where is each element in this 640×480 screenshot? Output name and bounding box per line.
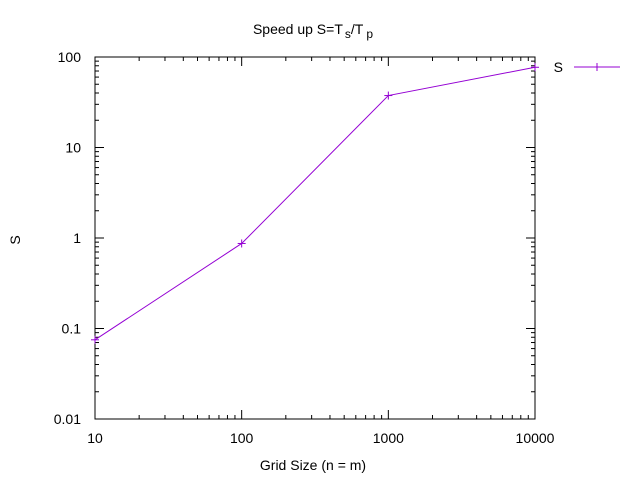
legend-label-s: S bbox=[554, 59, 563, 75]
y-tick-label: 0.01 bbox=[54, 411, 81, 427]
chart-title-main: Speed up S=T bbox=[253, 21, 343, 37]
chart-title-mid: /T bbox=[351, 21, 364, 37]
y-tick-label: 0.1 bbox=[62, 321, 82, 337]
y-tick-label: 100 bbox=[58, 49, 82, 65]
chart-title-sub-s: s bbox=[345, 27, 351, 41]
legend: S bbox=[554, 59, 620, 75]
x-tick-label: 100 bbox=[230, 430, 254, 446]
x-tick-label: 10 bbox=[87, 430, 103, 446]
chart-title-sub-p: p bbox=[366, 27, 373, 41]
x-axis-ticks: 10 100 1000 10000 bbox=[87, 57, 555, 446]
x-tick-label: 10000 bbox=[516, 430, 555, 446]
data-point-0 bbox=[91, 335, 99, 344]
x-tick-label: 1000 bbox=[373, 430, 404, 446]
y-tick-label: 1 bbox=[73, 230, 81, 246]
y-axis-label: S bbox=[7, 235, 23, 244]
x-axis-label: Grid Size (n = m) bbox=[260, 457, 366, 473]
legend-plus-marker bbox=[593, 63, 601, 71]
chart-title: Speed up S=T s/T p bbox=[253, 21, 373, 41]
data-point-2 bbox=[384, 91, 393, 100]
plot-frame bbox=[94, 56, 536, 420]
data-point-1 bbox=[237, 239, 246, 248]
data-point-3 bbox=[531, 63, 539, 72]
legend-marker-s bbox=[593, 63, 601, 71]
y-axis-ticks: 0.01 0.1 1 10 100 bbox=[54, 49, 535, 427]
y-tick-label: 10 bbox=[65, 140, 81, 156]
series-layer bbox=[91, 63, 539, 344]
series-line-S bbox=[94, 66, 536, 341]
